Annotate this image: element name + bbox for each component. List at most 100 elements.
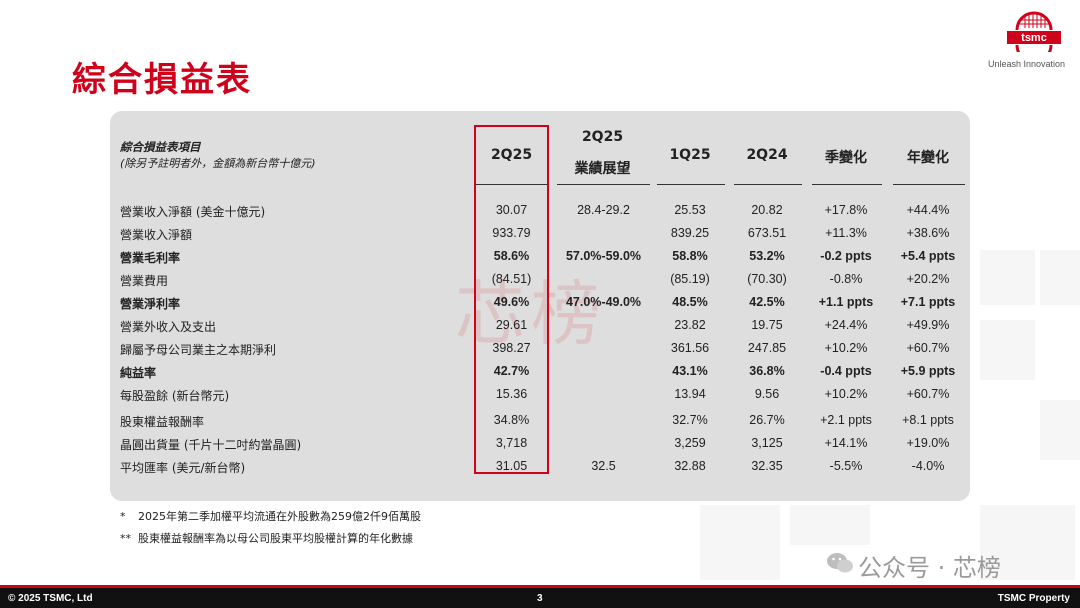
background-decoration xyxy=(1040,400,1080,460)
value-guidance: 28.4-29.2 xyxy=(577,203,630,217)
value-qoq: +2.1 ppts xyxy=(820,413,872,427)
value-2q25: (84.51) xyxy=(491,272,532,286)
value-2q24: 673.51 xyxy=(747,226,787,240)
row-label: 營業收入淨額 (美金十億元) xyxy=(120,205,266,219)
value-2q24: 9.56 xyxy=(754,387,780,401)
table-row: 晶圓出貨量 (千片十二吋約當晶圓) 3,718 3,259 3,125 +14.1% +1… xyxy=(0,433,1080,453)
column-header-qoq: 季變化 xyxy=(825,150,867,166)
header-divider xyxy=(893,184,965,185)
value-2q24: 19.75 xyxy=(751,318,783,332)
header-divider xyxy=(557,184,650,185)
value-qoq: +1.1 ppts xyxy=(818,295,874,309)
table-row: 純益率 42.7% 43.1% 36.8% -0.4 ppts +5.9 ppts xyxy=(0,361,1080,381)
page-title: 綜合損益表 xyxy=(72,60,252,100)
column-header-2q25: 2Q25 xyxy=(490,147,533,163)
value-yoy: +38.6% xyxy=(906,226,950,240)
value-1q25: 839.25 xyxy=(670,226,710,240)
table-row: 股東權益報酬率 34.8% 32.7% 26.7% +2.1 ppts +8.1 ppts xyxy=(0,410,1080,430)
row-label: 股東權益報酬率 xyxy=(120,415,205,429)
value-qoq: +10.2% xyxy=(824,341,868,355)
value-guidance: 57.0%-59.0% xyxy=(565,249,642,263)
income-statement-panel xyxy=(110,111,970,501)
value-1q25: 3,259 xyxy=(674,436,706,450)
table-row: 營業毛利率 58.6% 57.0%-59.0% 58.8% 53.2% -0.2 ppts… xyxy=(0,246,1080,266)
value-2q24: 26.7% xyxy=(749,413,785,427)
header-divider xyxy=(734,184,802,185)
table-row: 平均匯率 (美元/新台幣) 31.05 32.5 32.88 32.35 -5.5% -4.… xyxy=(0,456,1080,476)
value-1q25: 23.82 xyxy=(674,318,706,332)
value-yoy: +60.7% xyxy=(906,341,950,355)
table-row: 每股盈餘 (新台幣元) 15.36 13.94 9.56 +10.2% +60.7% xyxy=(0,384,1080,404)
column-header-1q25: 1Q25 xyxy=(669,147,711,163)
footnote-mark: * xyxy=(120,510,126,523)
value-qoq: -0.8% xyxy=(829,272,863,286)
value-1q25: 361.56 xyxy=(670,341,710,355)
value-yoy: +8.1 ppts xyxy=(902,413,954,427)
footnote-roe: ** 股東權益報酬率為以母公司股東平均股權計算的年化數據 xyxy=(120,530,413,546)
row-label: 營業外收入及支出 xyxy=(120,320,217,334)
value-2q25: 34.8% xyxy=(493,413,530,427)
value-2q24: 3,125 xyxy=(751,436,783,450)
value-2q24: 36.8% xyxy=(749,364,785,378)
tsmc-logo: tsmc xyxy=(1007,11,1061,52)
column-header-yoy: 年變化 xyxy=(907,150,949,166)
row-label: 歸屬予母公司業主之本期淨利 xyxy=(120,343,277,357)
header-divider xyxy=(474,184,549,185)
value-2q24: 247.85 xyxy=(747,341,787,355)
row-label: 營業費用 xyxy=(120,274,169,288)
value-2q24: 20.82 xyxy=(751,203,783,217)
value-yoy: +49.9% xyxy=(906,318,950,332)
value-2q25: 30.07 xyxy=(495,203,528,217)
footnote-mark: ** xyxy=(120,532,131,545)
background-decoration xyxy=(980,505,1075,580)
table-row: 營業費用 (84.51) (85.19) (70.30) -0.8% +20.2% xyxy=(0,269,1080,289)
value-guidance: 32.5 xyxy=(591,459,616,473)
column-header-guidance: 業績展望 xyxy=(574,161,631,177)
row-label: 晶圓出貨量 (千片十二吋約當晶圓) xyxy=(120,438,302,452)
footnote-shares: * 2025年第二季加權平均流通在外股數為259億2仟9佰萬股 xyxy=(120,508,421,524)
value-1q25: 32.88 xyxy=(674,459,706,473)
column-header-guidance-period: 2Q25 xyxy=(581,129,624,145)
background-decoration xyxy=(1040,250,1080,305)
current-quarter-highlight xyxy=(474,125,549,474)
row-label: 純益率 xyxy=(120,366,157,380)
watermark-text: 芯榜 xyxy=(455,273,607,355)
value-2q25: 3,718 xyxy=(495,436,528,450)
footer-page-number: 3 xyxy=(537,593,543,604)
header-divider xyxy=(657,184,725,185)
value-2q25: 933.79 xyxy=(492,226,531,240)
value-yoy: +19.0% xyxy=(906,436,950,450)
footer-property: TSMC Property xyxy=(997,593,1070,604)
table-row: 營業收入淨額 (美金十億元) 30.07 28.4-29.2 25.53 20.82 +1… xyxy=(0,200,1080,220)
value-qoq: +10.2% xyxy=(824,387,868,401)
value-qoq: +14.1% xyxy=(824,436,868,450)
row-label: 營業收入淨額 xyxy=(120,228,193,242)
value-yoy: +7.1 ppts xyxy=(900,295,956,309)
tagline: Unleash Innovation xyxy=(988,59,1066,69)
background-decoration xyxy=(980,320,1035,380)
logo-text: tsmc xyxy=(1021,32,1047,44)
value-guidance: 47.0%-49.0% xyxy=(565,295,642,309)
value-qoq: -5.5% xyxy=(829,459,863,473)
value-qoq: -0.4 ppts xyxy=(820,364,872,378)
value-2q24: 32.35 xyxy=(751,459,783,473)
value-2q24: (70.30) xyxy=(747,272,787,286)
value-qoq: +11.3% xyxy=(825,226,867,240)
value-1q25: (85.19) xyxy=(670,272,710,286)
value-yoy: +60.7% xyxy=(906,387,950,401)
footnote-text: 股東權益報酬率為以母公司股東平均股權計算的年化數據 xyxy=(138,532,413,545)
value-2q25: 31.05 xyxy=(495,459,528,473)
background-decoration xyxy=(790,505,870,545)
value-2q25: 42.7% xyxy=(493,364,530,378)
value-2q24: 42.5% xyxy=(749,295,785,309)
value-2q25: 29.61 xyxy=(495,318,528,332)
value-qoq: +24.4% xyxy=(824,318,868,332)
value-2q24: 53.2% xyxy=(749,249,785,263)
value-yoy: +5.4 ppts xyxy=(900,249,956,263)
background-decoration xyxy=(980,250,1035,305)
value-2q25: 49.6% xyxy=(493,295,530,309)
value-1q25: 43.1% xyxy=(672,364,708,378)
value-yoy: +5.9 ppts xyxy=(900,364,956,378)
value-1q25: 13.94 xyxy=(674,387,706,401)
row-label: 平均匯率 (美元/新台幣) xyxy=(120,461,246,475)
